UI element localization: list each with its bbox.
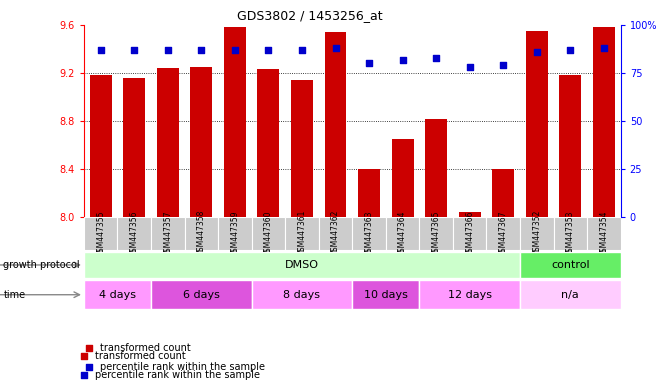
- Point: [84, 344, 95, 351]
- Text: 8 days: 8 days: [283, 290, 321, 300]
- Text: GSM447360: GSM447360: [264, 210, 273, 257]
- Point: [129, 47, 140, 53]
- Text: time: time: [3, 290, 25, 300]
- Bar: [520, 252, 621, 278]
- Bar: [191, 67, 212, 217]
- Bar: [386, 217, 419, 250]
- Text: GSM447366: GSM447366: [465, 210, 474, 257]
- Text: GSM447361: GSM447361: [297, 210, 307, 257]
- Text: GSM447359: GSM447359: [230, 210, 240, 257]
- Point: [79, 353, 89, 359]
- Point: [95, 47, 106, 53]
- Text: GSM447362: GSM447362: [331, 210, 340, 257]
- Bar: [325, 32, 346, 217]
- Bar: [224, 27, 246, 217]
- Text: GSM447367: GSM447367: [499, 210, 508, 257]
- Bar: [252, 280, 352, 309]
- Bar: [319, 217, 352, 250]
- Bar: [123, 78, 145, 217]
- Text: 6 days: 6 days: [183, 290, 219, 300]
- Point: [364, 60, 374, 66]
- Bar: [291, 80, 313, 217]
- Point: [229, 47, 240, 53]
- Point: [162, 47, 173, 53]
- Bar: [117, 217, 151, 250]
- Title: GDS3802 / 1453256_at: GDS3802 / 1453256_at: [236, 9, 382, 22]
- Point: [263, 47, 274, 53]
- Text: DMSO: DMSO: [285, 260, 319, 270]
- Point: [599, 45, 609, 51]
- Bar: [84, 280, 151, 309]
- Point: [196, 47, 207, 53]
- Bar: [151, 217, 185, 250]
- Text: 12 days: 12 days: [448, 290, 492, 300]
- Bar: [526, 31, 548, 217]
- Text: GSM447363: GSM447363: [364, 210, 374, 257]
- Text: GSM447352: GSM447352: [532, 210, 541, 257]
- Text: transformed count: transformed count: [100, 343, 191, 353]
- Bar: [493, 169, 514, 217]
- Bar: [520, 280, 621, 309]
- Bar: [554, 217, 587, 250]
- Point: [464, 64, 475, 70]
- Text: percentile rank within the sample: percentile rank within the sample: [95, 370, 260, 380]
- Bar: [252, 217, 285, 250]
- Point: [565, 47, 576, 53]
- Bar: [218, 217, 252, 250]
- Bar: [587, 217, 621, 250]
- Text: transformed count: transformed count: [95, 351, 185, 361]
- Point: [531, 49, 542, 55]
- Bar: [425, 119, 447, 217]
- Bar: [593, 27, 615, 217]
- Point: [79, 372, 89, 378]
- Text: GSM447357: GSM447357: [163, 210, 172, 257]
- Text: GSM447355: GSM447355: [96, 210, 105, 257]
- Point: [330, 45, 341, 51]
- Bar: [560, 75, 581, 217]
- Text: 4 days: 4 days: [99, 290, 136, 300]
- Point: [498, 62, 509, 68]
- Point: [431, 55, 442, 61]
- Bar: [185, 217, 218, 250]
- Text: GSM447358: GSM447358: [197, 210, 206, 257]
- Bar: [151, 280, 252, 309]
- Text: n/a: n/a: [562, 290, 579, 300]
- Bar: [90, 75, 111, 217]
- Bar: [520, 217, 554, 250]
- Text: 10 days: 10 days: [364, 290, 408, 300]
- Bar: [84, 217, 117, 250]
- Bar: [258, 70, 279, 217]
- Text: GSM447364: GSM447364: [398, 210, 407, 257]
- Point: [397, 56, 408, 63]
- Bar: [453, 217, 486, 250]
- Text: GSM447354: GSM447354: [599, 210, 609, 257]
- Text: GSM447356: GSM447356: [130, 210, 139, 257]
- Bar: [84, 252, 520, 278]
- Bar: [459, 212, 480, 217]
- Text: GSM447365: GSM447365: [431, 210, 441, 257]
- Point: [297, 47, 307, 53]
- Text: GSM447353: GSM447353: [566, 210, 575, 257]
- Bar: [352, 217, 386, 250]
- Text: growth protocol: growth protocol: [3, 260, 80, 270]
- Bar: [392, 139, 413, 217]
- Bar: [486, 217, 520, 250]
- Point: [84, 364, 95, 370]
- Text: control: control: [551, 260, 590, 270]
- Bar: [419, 217, 453, 250]
- Bar: [352, 280, 419, 309]
- Bar: [358, 169, 380, 217]
- Bar: [157, 68, 178, 217]
- Bar: [419, 280, 520, 309]
- Text: percentile rank within the sample: percentile rank within the sample: [100, 362, 265, 372]
- Bar: [285, 217, 319, 250]
